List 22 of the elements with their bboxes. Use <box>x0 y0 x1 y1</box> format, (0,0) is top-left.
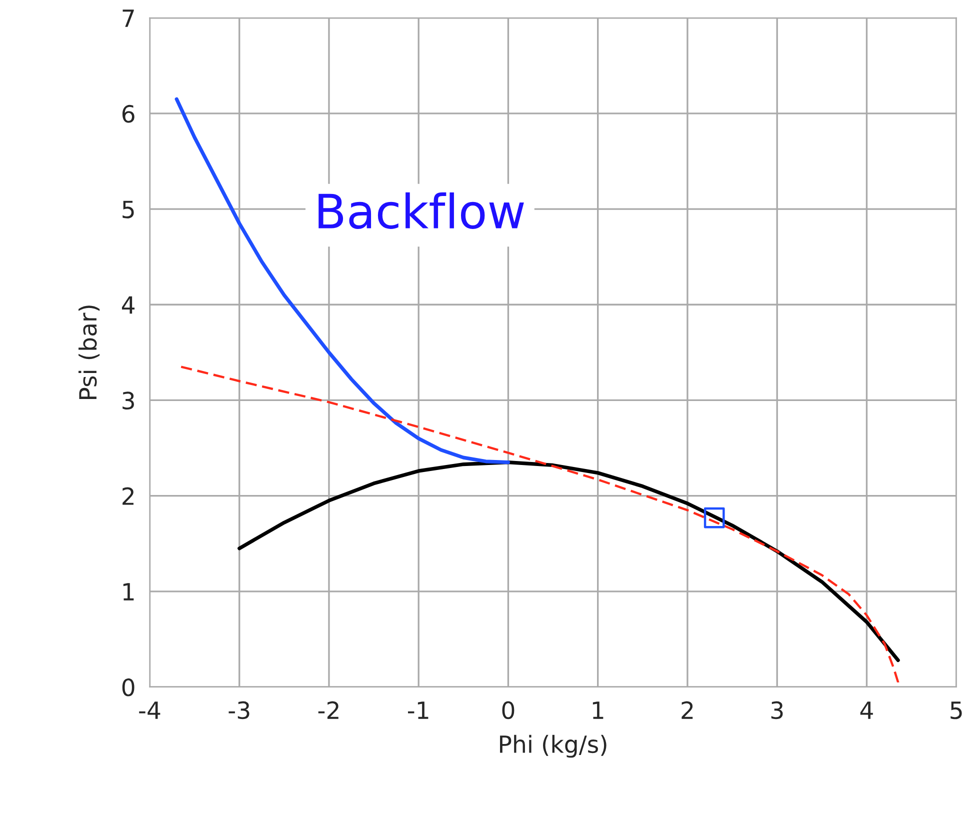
y-axis-title: Psi (bar) <box>78 306 100 400</box>
x-tick-label: 4 <box>860 702 873 719</box>
x-tick-label: -2 <box>318 701 338 719</box>
annotation: Backflow <box>318 192 524 229</box>
y-tick-label: 7 <box>122 10 134 27</box>
x-axis-title: Phi (kg/s) <box>500 734 606 758</box>
x-tick-label: 0 <box>502 701 514 720</box>
x-tick-label: -4 <box>139 702 160 719</box>
x-tick-label: -1 <box>408 702 428 719</box>
line-series <box>238 460 900 662</box>
y-tick-label: 2 <box>122 487 134 505</box>
x-tick-label: 5 <box>950 702 962 720</box>
y-tick-label: 4 <box>122 296 135 314</box>
y-tick-label: 1 <box>123 583 134 600</box>
x-tick-label: 1 <box>592 702 604 719</box>
y-tick-label: 3 <box>122 392 134 410</box>
y-tick-label: 0 <box>122 678 134 696</box>
x-tick-label: 3 <box>771 701 783 720</box>
y-tick-label: 5 <box>122 200 134 218</box>
y-tick-label: 6 <box>122 104 134 123</box>
x-tick-label: -3 <box>228 701 250 720</box>
x-tick-label: 2 <box>682 701 693 719</box>
